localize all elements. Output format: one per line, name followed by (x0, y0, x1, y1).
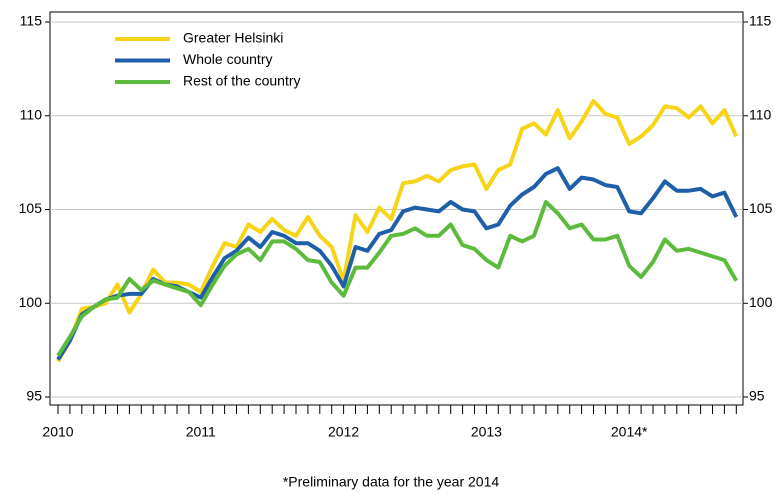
y2-tick-label: 100 (749, 294, 773, 310)
y-tick-label: 95 (26, 388, 42, 404)
x-tick-label: 2014* (611, 424, 648, 440)
y2-tick-label: 105 (749, 200, 773, 216)
y-tick-label: 105 (19, 200, 43, 216)
y-tick-label: 115 (20, 13, 43, 29)
y2-tick-label: 115 (749, 13, 772, 29)
x-tick-label: 2012 (328, 424, 359, 440)
legend-label: Greater Helsinki (183, 30, 283, 46)
y-tick-label: 110 (20, 106, 43, 122)
x-tick-label: 2013 (471, 424, 502, 440)
legend-label: Rest of the country (183, 73, 301, 89)
series-line (56, 200, 739, 357)
y-tick-label: 100 (19, 294, 43, 310)
footnote: *Preliminary data for the year 2014 (283, 474, 500, 490)
plot-frame (49, 11, 744, 406)
y2-tick-label: 95 (749, 388, 765, 404)
x-tick-label: 2011 (186, 424, 216, 440)
y2-tick-label: 110 (749, 106, 772, 122)
legend-label: Whole country (183, 51, 272, 67)
series-line (56, 98, 739, 363)
x-tick-label: 2010 (42, 424, 73, 440)
